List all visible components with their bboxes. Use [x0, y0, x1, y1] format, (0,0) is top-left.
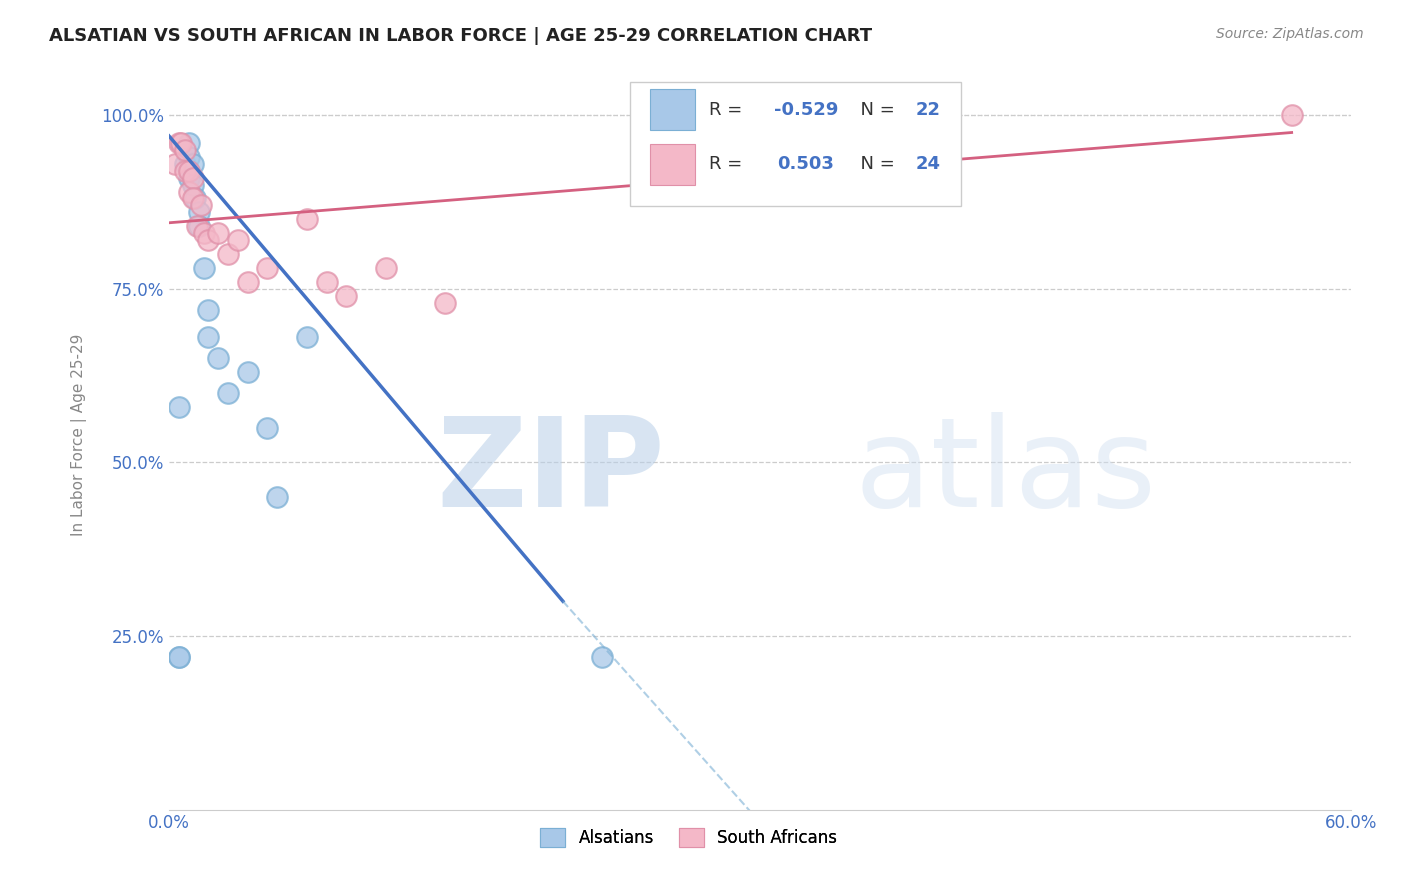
Point: [173, 157, 195, 171]
Point: [295, 212, 318, 227]
Point: [181, 192, 204, 206]
Point: [207, 351, 229, 366]
Point: [181, 157, 204, 171]
Point: [256, 420, 278, 434]
Point: [187, 205, 209, 219]
Point: [167, 649, 190, 664]
Text: R =: R =: [709, 155, 754, 173]
Point: [167, 136, 190, 150]
Point: [295, 330, 318, 344]
Point: [177, 185, 200, 199]
Point: [335, 288, 357, 302]
Point: [236, 365, 259, 379]
Text: atlas: atlas: [855, 411, 1157, 533]
Point: [173, 163, 195, 178]
Bar: [650, 144, 695, 185]
Point: [183, 192, 205, 206]
Point: [197, 330, 219, 344]
Point: [177, 136, 200, 150]
Point: [236, 275, 259, 289]
Point: [163, 157, 186, 171]
Point: [591, 649, 613, 664]
Point: [177, 170, 200, 185]
Point: [186, 219, 208, 234]
Point: [193, 260, 215, 275]
Point: [167, 400, 190, 414]
Y-axis label: In Labor Force | Age 25-29: In Labor Force | Age 25-29: [72, 334, 87, 536]
Point: [266, 490, 288, 504]
Point: [217, 247, 239, 261]
Point: [374, 260, 396, 275]
Text: N =: N =: [848, 155, 900, 173]
Point: [177, 150, 200, 164]
Bar: [650, 89, 695, 130]
Text: N =: N =: [848, 101, 900, 119]
Point: [1281, 108, 1303, 122]
Point: [207, 226, 229, 240]
Text: ALSATIAN VS SOUTH AFRICAN IN LABOR FORCE | AGE 25-29 CORRELATION CHART: ALSATIAN VS SOUTH AFRICAN IN LABOR FORCE…: [49, 27, 872, 45]
Point: [256, 260, 278, 275]
Point: [177, 163, 200, 178]
Point: [315, 275, 337, 289]
Point: [193, 226, 215, 240]
Point: [190, 198, 212, 212]
Text: ZIP: ZIP: [437, 411, 665, 533]
Point: [197, 233, 219, 247]
Text: -0.529: -0.529: [775, 101, 838, 119]
Text: 0.503: 0.503: [778, 155, 835, 173]
FancyBboxPatch shape: [630, 82, 960, 206]
Point: [173, 143, 195, 157]
Text: 24: 24: [915, 155, 941, 173]
Point: [187, 219, 209, 234]
Point: [226, 233, 249, 247]
Text: R =: R =: [709, 101, 748, 119]
Text: Source: ZipAtlas.com: Source: ZipAtlas.com: [1216, 27, 1364, 41]
Text: 22: 22: [915, 101, 941, 119]
Point: [170, 136, 193, 150]
Legend: Alsatians, South Africans: Alsatians, South Africans: [534, 822, 844, 854]
Point: [181, 178, 204, 192]
Point: [433, 295, 456, 310]
Point: [197, 302, 219, 317]
Point: [217, 385, 239, 400]
Point: [167, 649, 190, 664]
Point: [181, 170, 204, 185]
